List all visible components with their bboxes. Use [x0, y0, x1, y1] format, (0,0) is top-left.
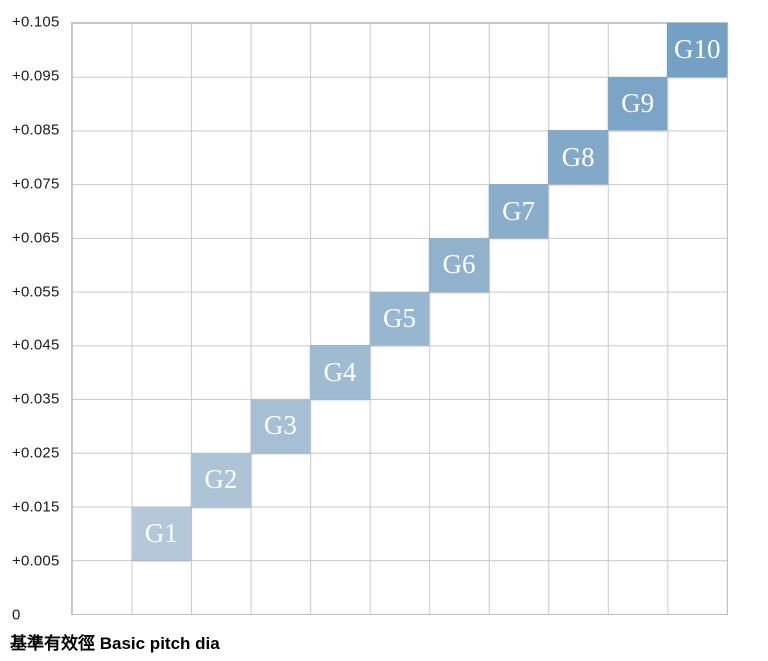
y-tick-label: +0.035: [12, 390, 60, 408]
y-tick-label: +0.075: [12, 175, 60, 193]
y-tick-label: +0.025: [12, 444, 60, 462]
plot-area: G1 G2 G3 G4 G5 G6 G7 G8 G9 G10: [71, 22, 728, 615]
grade-box-g5: G5: [369, 291, 430, 346]
grade-box-g9: G9: [607, 76, 668, 131]
y-tick-label: 0: [12, 606, 21, 624]
y-tick-label: +0.005: [12, 552, 60, 570]
grade-box-g1: G1: [131, 506, 192, 561]
y-tick-label: +0.105: [12, 13, 60, 31]
grade-box-g2: G2: [191, 452, 251, 507]
y-tick-label: +0.065: [12, 229, 60, 247]
grade-box-g4: G4: [310, 345, 370, 400]
y-tick-label: +0.015: [12, 498, 60, 516]
grade-box-g3: G3: [250, 399, 311, 453]
x-axis-title: 基準有效徑 Basic pitch dia: [10, 634, 220, 653]
grade-box-g7: G7: [488, 184, 549, 238]
grade-box-g6: G6: [429, 237, 489, 292]
y-tick-label: +0.085: [12, 121, 60, 139]
grade-box-g8: G8: [548, 130, 608, 185]
y-tick-label: +0.095: [12, 67, 60, 85]
grade-box-g10: G10: [667, 23, 727, 77]
y-tick-label: +0.055: [12, 283, 60, 301]
y-tick-label: +0.045: [12, 336, 60, 354]
